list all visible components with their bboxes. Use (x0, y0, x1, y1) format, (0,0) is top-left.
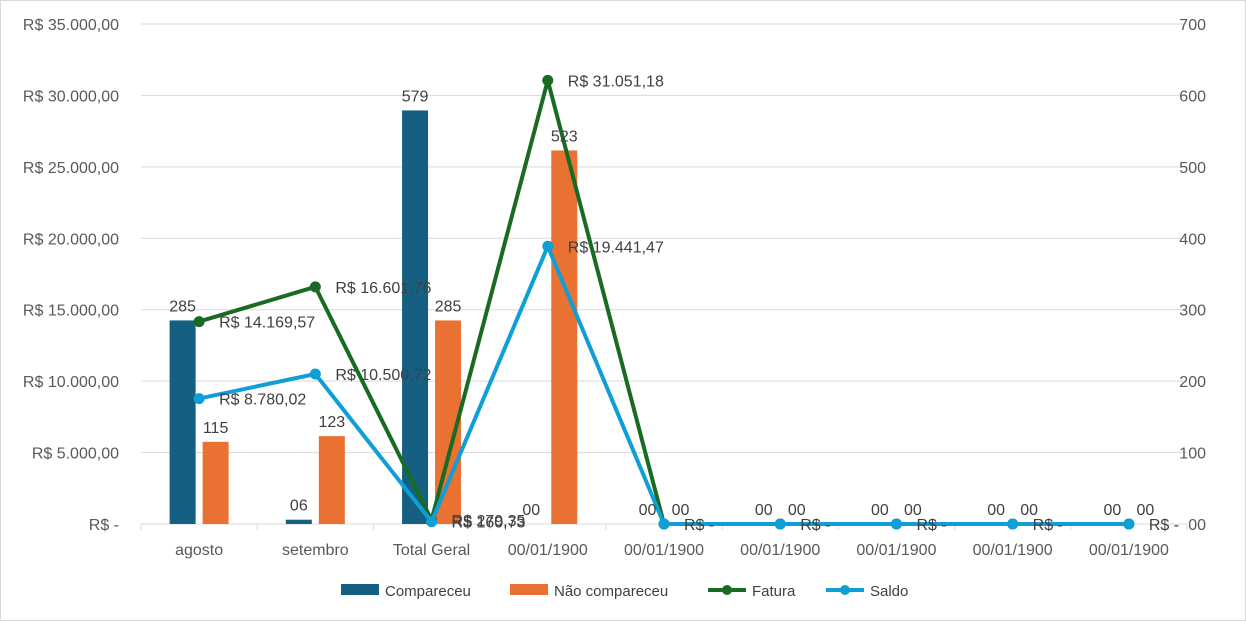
x-axis-tick-label: 00/01/1900 (856, 542, 936, 559)
line-data-label: R$ - (1033, 517, 1063, 534)
x-axis-tick-label: 00/01/1900 (973, 542, 1053, 559)
bar-data-label: 00 (672, 502, 690, 519)
bar-data-label: 00 (755, 502, 773, 519)
x-axis-tick-label: setembro (282, 542, 349, 559)
left-axis-tick-label: R$ - (89, 517, 119, 534)
bar-data-label: 06 (290, 498, 308, 515)
legend-label: Fatura (752, 583, 796, 600)
line-point (1007, 518, 1019, 530)
bar (202, 441, 229, 524)
bar-data-label: 00 (871, 502, 889, 519)
legend-label: Não compareceu (554, 583, 668, 600)
x-axis-tick-label: 00/01/1900 (1089, 542, 1169, 559)
line-point (542, 74, 554, 86)
legend: Compareceu Não compareceu Fatura Saldo (341, 583, 908, 600)
data-labels: 285 06 579 00 00 00 00 00 00 115 123 285 523 00 00 00 00… (169, 73, 1179, 534)
bar (402, 110, 429, 524)
line-point (542, 240, 554, 252)
right-axis-tick-label: 300 (1179, 303, 1206, 320)
bar (285, 519, 312, 524)
left-axis-tick-label: R$ 10.000,00 (23, 374, 119, 391)
x-axis-tick-label: 00/01/1900 (508, 542, 588, 559)
bar-data-label: 00 (904, 502, 922, 519)
line-data-label: R$ - (800, 517, 830, 534)
x-axis-tick-label: 00/01/1900 (740, 542, 820, 559)
legend-label: Compareceu (385, 583, 471, 600)
line-data-label: R$ 279,35 (452, 513, 526, 530)
lines (193, 74, 1135, 530)
bar-data-label: 00 (788, 502, 806, 519)
bar-data-label: 00 (1103, 502, 1121, 519)
x-axis-tick-label: 00/01/1900 (624, 542, 704, 559)
left-axis-tick-label: R$ 35.000,00 (23, 17, 119, 34)
left-axis-tick-label: R$ 25.000,00 (23, 160, 119, 177)
bar (318, 436, 345, 524)
line-point (658, 518, 670, 530)
left-axis-tick-label: R$ 30.000,00 (23, 88, 119, 105)
line-point (1123, 518, 1135, 530)
line-point (309, 368, 321, 380)
bar-data-label: 123 (318, 414, 345, 431)
x-axis-tick-label: Total Geral (393, 542, 470, 559)
right-axis-tick-label: 700 (1179, 17, 1206, 34)
left-axis-tick-label: R$ 5.000,00 (32, 446, 119, 463)
legend-swatch (341, 584, 379, 595)
line-data-label: R$ 16.601,76 (335, 280, 431, 297)
right-axis-tick-label: 400 (1179, 231, 1206, 248)
right-axis-tick-label: 00 (1188, 517, 1206, 534)
bar-data-label: 285 (169, 298, 196, 315)
line-point (774, 518, 786, 530)
left-axis-tick-label: R$ 15.000,00 (23, 303, 119, 320)
bar-data-label: 523 (551, 128, 578, 145)
bar-data-label: 579 (402, 88, 429, 105)
legend-marker (722, 585, 732, 595)
left-axis-tick-label: R$ 20.000,00 (23, 231, 119, 248)
line-point (193, 393, 205, 405)
x-axis-tick-label: agosto (175, 542, 223, 559)
line-data-label: R$ - (916, 517, 946, 534)
bar-data-label: 00 (1020, 502, 1038, 519)
line-point (890, 518, 902, 530)
right-axis-tick-label: 200 (1179, 374, 1206, 391)
gridlines (141, 23, 1187, 525)
line-data-label: R$ 19.441,47 (568, 239, 664, 256)
bar-data-label: 115 (203, 420, 229, 437)
bar (551, 150, 578, 524)
line-data-label: R$ 160,73 (452, 515, 526, 532)
line-data-label: R$ 31.051,18 (568, 73, 664, 90)
bar (169, 320, 196, 524)
line-data-label: R$ - (684, 517, 714, 534)
bar-data-label: 00 (987, 502, 1005, 519)
line-point (309, 281, 321, 293)
line-point (426, 516, 438, 528)
legend-label: Saldo (870, 583, 908, 600)
bar-data-label: 00 (522, 502, 540, 519)
bar-data-label: 00 (1136, 502, 1154, 519)
line-data-label: R$ 8.780,02 (219, 392, 306, 409)
line-data-label: R$ 14.169,57 (219, 315, 315, 332)
bars (169, 110, 578, 524)
line-data-label: R$ 10.500,72 (335, 367, 431, 384)
legend-swatch (510, 584, 548, 595)
right-axis-tick-label: 600 (1179, 88, 1206, 105)
bar-data-label: 285 (435, 298, 462, 315)
line-point (193, 316, 205, 328)
right-axis-tick-label: 100 (1179, 446, 1206, 463)
bar-data-label: 00 (639, 502, 657, 519)
right-axis-tick-label: 500 (1179, 160, 1206, 177)
legend-marker (840, 585, 850, 595)
line-data-label: R$ - (1149, 517, 1179, 534)
